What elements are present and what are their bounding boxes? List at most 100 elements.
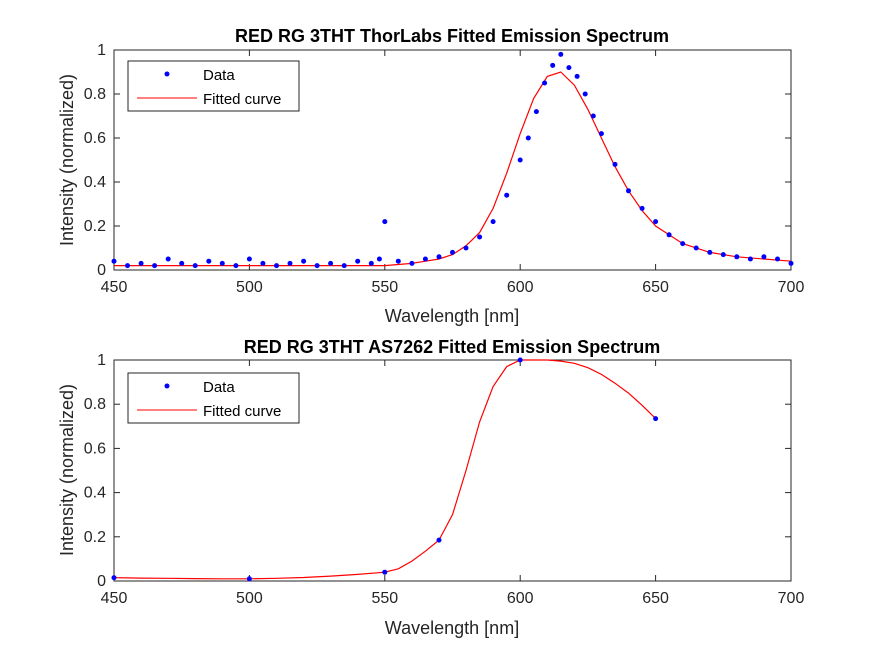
x-tick-label: 550 (371, 590, 398, 607)
x-tick-label: 700 (778, 590, 805, 607)
data-point (152, 263, 158, 269)
x-tick-label: 450 (101, 279, 128, 296)
legend-entry-fit: Fitted curve (203, 91, 281, 108)
y-axis-label: Intensity (normalized) (57, 74, 77, 246)
data-point (450, 249, 455, 255)
chart-title: RED RG 3THT AS7262 Fitted Emission Spect… (244, 337, 660, 357)
x-axis-label: Wavelength [nm] (385, 618, 519, 638)
data-point (246, 256, 252, 262)
data-point (436, 537, 442, 543)
data-point (436, 254, 442, 260)
legend-box (127, 372, 300, 424)
axis-ticks: 450 500 550 600 650 700 0 0.2 0.4 0.6 0.8 1 (84, 352, 805, 607)
data-point (653, 416, 659, 422)
data-point (761, 254, 767, 260)
x-tick-label: 650 (642, 590, 669, 607)
data-point (720, 252, 726, 258)
data-point (287, 260, 293, 266)
data-point (517, 357, 523, 363)
data-point (314, 263, 320, 269)
data-point (382, 219, 388, 225)
y-tick-label: 1 (97, 352, 106, 369)
subplot-thorlabs: RED RG 3THT ThorLabs Fitted Emission Spe… (57, 26, 804, 326)
y-tick-label: 0.2 (84, 529, 106, 546)
subplot-as7262: RED RG 3THT AS7262 Fitted Emission Spect… (57, 337, 804, 638)
data-point (341, 263, 347, 269)
data-point (260, 260, 266, 266)
x-tick-label: 500 (236, 590, 263, 607)
y-tick-label: 0 (97, 573, 106, 590)
data-point (574, 73, 580, 79)
data-point (125, 263, 130, 269)
data-point (653, 219, 659, 225)
data-point (422, 256, 428, 262)
data-point (666, 232, 672, 238)
axis-ticks: 450 500 550 600 650 700 0 0.2 0.4 0.6 0.8 1 (84, 42, 805, 296)
legend-entry-data: Data (203, 67, 235, 84)
data-point (775, 256, 780, 262)
data-point (233, 263, 239, 269)
legend-entry-data: Data (203, 379, 235, 396)
legend-data-marker (164, 383, 170, 389)
data-point (550, 62, 556, 68)
y-tick-label: 0.4 (84, 174, 106, 191)
data-point (165, 256, 171, 262)
y-tick-label: 0.6 (84, 440, 106, 457)
legend: Data Fitted curve (127, 60, 300, 112)
data-point (219, 260, 225, 266)
data-point (409, 260, 415, 266)
data-point (788, 260, 794, 266)
data-point (558, 51, 564, 57)
data-point (192, 263, 198, 269)
data-point (246, 576, 252, 582)
data-point (590, 113, 596, 119)
data-point (504, 192, 510, 198)
data-point (328, 260, 334, 266)
data-point (111, 575, 117, 581)
x-tick-label: 700 (778, 279, 805, 296)
data-point (206, 258, 212, 264)
legend-entry-fit: Fitted curve (203, 403, 281, 420)
y-tick-label: 0.2 (84, 218, 106, 235)
data-point (612, 161, 618, 167)
data-point (301, 258, 307, 264)
data-point (463, 245, 469, 251)
y-tick-label: 0 (97, 262, 106, 279)
legend-data-marker (164, 71, 170, 77)
y-tick-label: 0.8 (84, 396, 106, 413)
data-point (598, 131, 604, 137)
legend-box (127, 60, 300, 112)
data-point (395, 258, 401, 264)
data-point (274, 263, 279, 269)
data-point (368, 260, 374, 266)
data-point (382, 569, 388, 575)
x-tick-label: 550 (371, 279, 398, 296)
data-series (111, 357, 659, 582)
data-point (179, 260, 185, 266)
data-point (734, 254, 740, 260)
y-tick-label: 0.6 (84, 130, 106, 147)
data-point (517, 157, 523, 163)
data-point (138, 260, 144, 266)
data-point (693, 245, 699, 251)
data-point (490, 219, 496, 225)
data-point (582, 91, 588, 97)
data-point (525, 135, 531, 141)
chart-title: RED RG 3THT ThorLabs Fitted Emission Spe… (235, 26, 669, 46)
data-point (566, 65, 572, 71)
legend: Data Fitted curve (127, 372, 300, 424)
data-point (477, 234, 483, 240)
data-point (533, 109, 539, 115)
data-point (355, 258, 361, 264)
data-point (747, 256, 753, 262)
y-tick-label: 0.4 (84, 485, 106, 502)
fitted-curve-series (114, 71, 792, 267)
data-point (111, 258, 117, 264)
y-tick-label: 1 (97, 42, 106, 59)
x-tick-label: 650 (642, 279, 669, 296)
x-tick-label: 600 (507, 590, 534, 607)
data-point (680, 241, 686, 247)
x-tick-label: 600 (507, 279, 534, 296)
x-tick-label: 450 (101, 590, 128, 607)
data-point (626, 188, 631, 194)
